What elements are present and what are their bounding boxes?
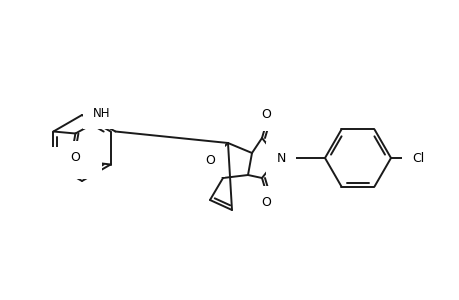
Text: N: N [276, 152, 285, 164]
Text: O: O [205, 154, 214, 166]
Text: O: O [261, 107, 270, 121]
Text: Cl: Cl [411, 152, 423, 164]
Text: NH: NH [92, 107, 110, 120]
Text: CH₃: CH₃ [61, 156, 82, 169]
Text: O: O [81, 156, 91, 169]
Text: O: O [261, 196, 270, 208]
Text: O: O [70, 151, 80, 164]
